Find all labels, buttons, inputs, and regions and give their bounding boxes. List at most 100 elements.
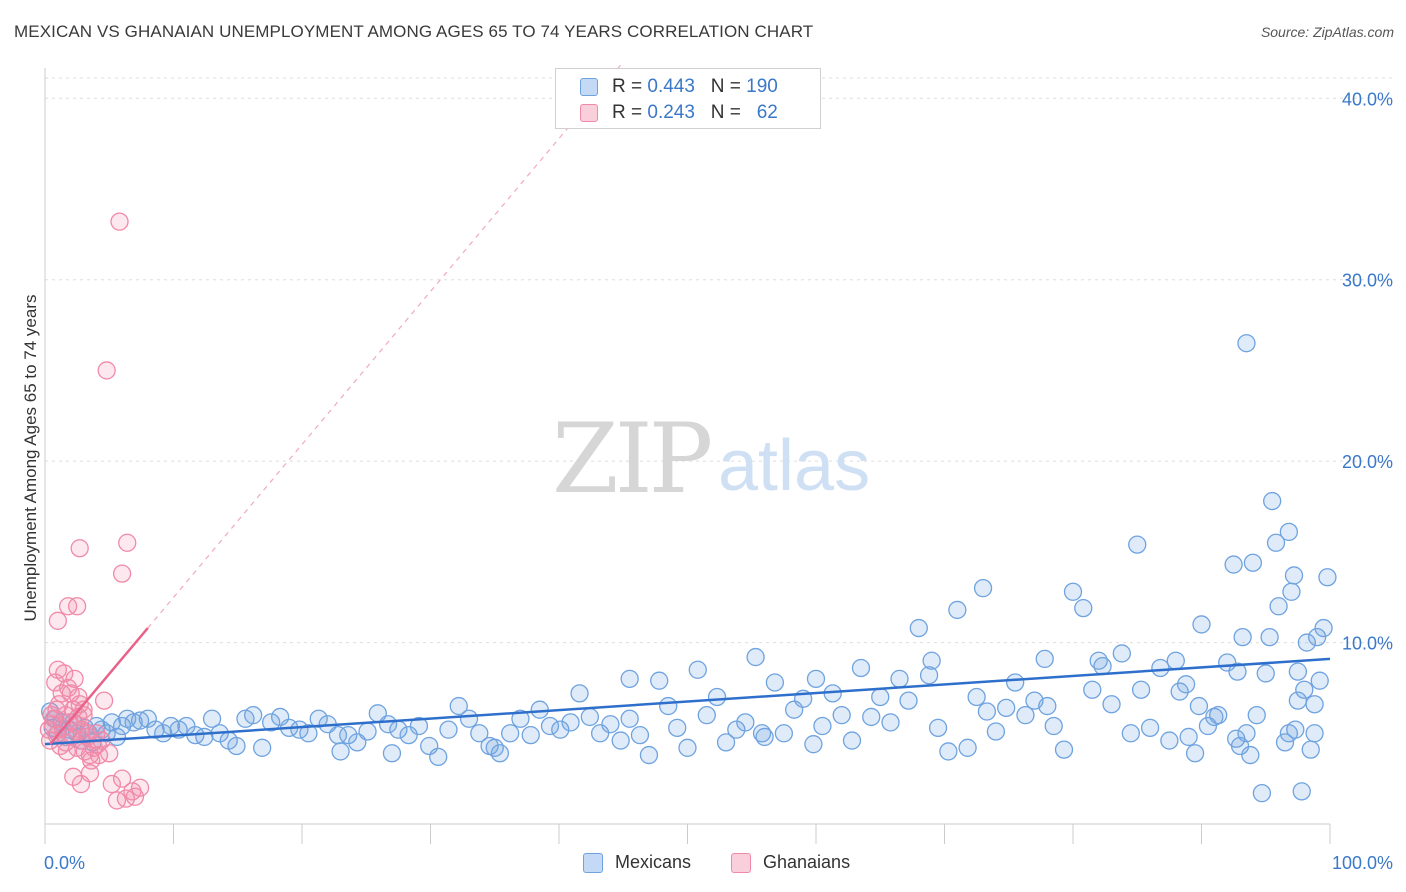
mexicans-point	[244, 705, 263, 725]
mexicans-point	[1205, 707, 1224, 727]
mexicans-point	[1166, 651, 1185, 670]
mexicans-point	[1185, 744, 1205, 763]
mexicans-point	[1266, 533, 1286, 552]
mexicans-point	[1131, 680, 1151, 699]
mexicans-point	[977, 702, 997, 721]
mexicans-point	[958, 738, 977, 757]
mexicans-point	[1179, 727, 1198, 747]
mexicans-point	[1151, 658, 1170, 678]
mexicans-point	[659, 696, 678, 716]
mexicans-point	[1176, 675, 1196, 694]
mexicans-point	[511, 709, 530, 728]
mexicans-point	[752, 724, 772, 743]
mexicans-point	[688, 660, 707, 679]
series-swatch-ghanaians	[731, 853, 751, 873]
mexicans-point	[871, 687, 890, 707]
mexicans-point	[630, 725, 650, 745]
mexicans-point	[590, 724, 610, 743]
mexicans-point	[697, 705, 716, 725]
series-swatch-mexicans	[583, 853, 603, 873]
mexicans-point	[1241, 745, 1260, 765]
mexicans-point	[331, 742, 350, 761]
mexicans-point	[490, 744, 510, 763]
mexicans-point	[611, 731, 630, 750]
mexicans-point	[358, 722, 377, 741]
mexicans-point	[1016, 705, 1035, 725]
ghanaians-point	[125, 787, 145, 806]
legend-r-label: R =	[612, 102, 643, 123]
ghanaians-point	[94, 691, 114, 710]
mexicans-point	[1102, 695, 1121, 714]
mexicans-point	[1192, 615, 1211, 634]
ghanaians-point	[47, 700, 66, 719]
mexicans-point	[1269, 597, 1288, 616]
mexicans-point	[227, 736, 246, 756]
mexicans-point	[1310, 671, 1329, 690]
mexicans-point	[1297, 633, 1317, 652]
mexicans-point	[922, 651, 941, 670]
mexicans-point	[1314, 618, 1333, 638]
legend-swatch-mexicans	[580, 78, 598, 96]
mexicans-point	[1247, 705, 1266, 725]
mexicans-point	[813, 716, 832, 736]
mexicans-point	[1224, 555, 1243, 574]
mexicans-point	[1189, 696, 1209, 716]
mexicans-point	[382, 744, 402, 763]
mexicans-point	[1121, 724, 1140, 743]
mexicans-point	[746, 647, 765, 667]
mexicans-point	[842, 731, 862, 750]
mexicans-point	[409, 716, 429, 736]
mexicans-point	[620, 669, 639, 689]
mexicans-point	[1260, 627, 1279, 647]
mexicans-point	[1089, 651, 1108, 670]
mexicans-point	[774, 724, 794, 743]
mexicans-point	[1044, 716, 1063, 736]
mexicans-point	[580, 707, 599, 727]
mexicans-point	[1227, 729, 1246, 748]
mexicans-point	[124, 713, 143, 732]
mexicans-point	[470, 724, 489, 743]
series-label-ghanaians: Ghanaians	[763, 852, 851, 872]
legend-r-label: R =	[612, 76, 643, 97]
legend-r-value: 0.243	[647, 102, 695, 123]
mexicans-point	[195, 727, 214, 747]
mexicans-point	[620, 709, 639, 728]
legend-n-value: 62	[756, 102, 778, 123]
ghanaians-point	[65, 669, 84, 689]
mexicans-point	[551, 720, 570, 739]
mexicans-point	[1035, 649, 1054, 669]
mexicans-point	[1318, 568, 1337, 587]
mexicans-point	[202, 709, 222, 728]
mexicans-point	[1160, 731, 1179, 750]
series-label-mexicans: Mexicans	[615, 852, 692, 872]
mexicans-point	[707, 687, 727, 707]
mexicans-point	[890, 669, 909, 689]
mexicans-point	[851, 658, 871, 678]
y-tick-label: 20.0%	[1342, 452, 1393, 472]
mexicans-point	[1275, 733, 1295, 752]
watermark: ZIP atlas	[552, 403, 870, 515]
mexicans-point	[1305, 695, 1324, 714]
mexicans-point	[678, 738, 697, 757]
ghanaians-point	[97, 361, 116, 380]
mexicans-point	[1284, 566, 1304, 585]
mexicans-point	[881, 713, 900, 732]
mexicans-point	[299, 724, 318, 743]
mexicans-point	[948, 600, 967, 620]
mexicans-point	[765, 673, 785, 692]
y-tick-label: 10.0%	[1342, 634, 1393, 654]
mexicans-point	[986, 722, 1006, 741]
mexicans-point	[804, 735, 823, 754]
y-tick-label: 30.0%	[1342, 271, 1393, 291]
mexicans-point	[1006, 673, 1025, 692]
mexicans-point	[309, 709, 328, 728]
mexicans-point	[1083, 680, 1102, 699]
mexicans-point	[973, 578, 993, 598]
ghanaians-point	[80, 764, 100, 783]
mexicans-point	[290, 720, 309, 739]
mexicans-point	[1282, 582, 1301, 601]
ghanaians-point	[55, 664, 74, 683]
chart-title: MEXICAN VS GHANAIAN UNEMPLOYMENT AMONG A…	[14, 22, 814, 41]
mexicans-point	[561, 713, 580, 732]
mexicans-point	[899, 691, 918, 710]
